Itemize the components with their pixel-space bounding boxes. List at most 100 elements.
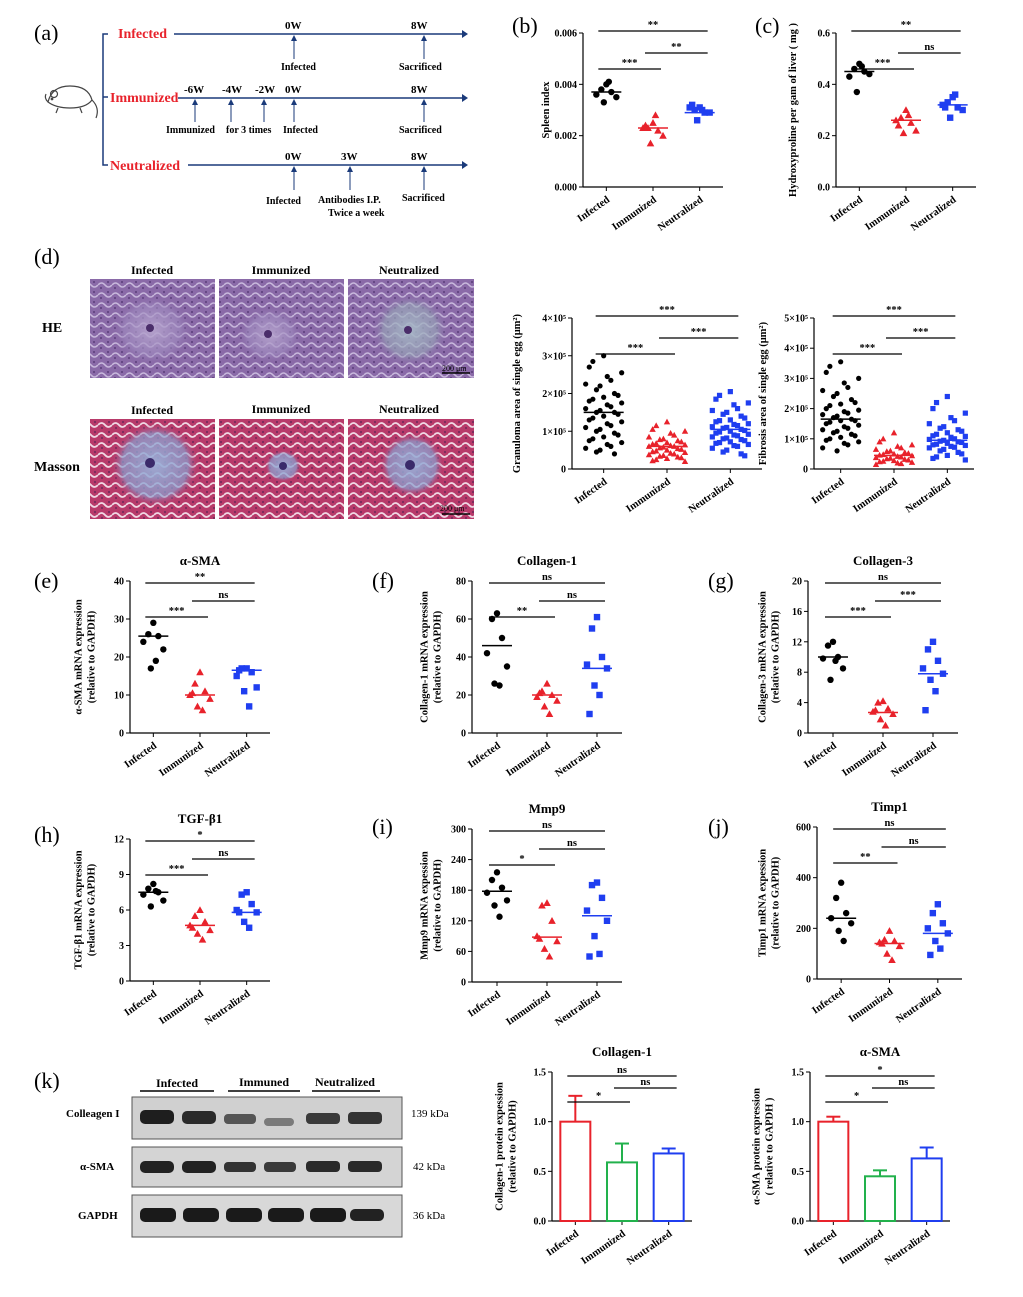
y-tick-label: 300 <box>451 825 466 836</box>
x-tick-label: Immunized <box>840 740 888 779</box>
y-tick-label: 60 <box>456 615 466 626</box>
data-point <box>838 434 844 440</box>
data-point <box>959 428 965 434</box>
data-point <box>160 897 167 904</box>
data-point <box>937 438 943 444</box>
data-point <box>498 634 506 642</box>
lane-group-immuned: Immuned <box>239 1075 289 1089</box>
data-point <box>593 449 600 455</box>
significance-label: ns <box>542 820 552 831</box>
data-point <box>926 445 932 451</box>
chart-f: (f) Collagen-1 0 20 40 60 80 Collagen-1 mRNA ex… <box>372 553 622 780</box>
data-point <box>659 131 667 139</box>
y-axis-label: ( relative to GAPDH ) <box>765 1097 776 1195</box>
y-tick-label: 1.5 <box>792 1068 805 1079</box>
data-point <box>834 448 840 454</box>
significance-label: ns <box>218 848 228 859</box>
data-point <box>738 436 744 443</box>
data-point <box>853 88 861 96</box>
x-tick-label: Infected <box>810 986 847 1016</box>
data-point <box>593 91 600 98</box>
data-point <box>619 400 625 406</box>
data-point <box>840 937 847 945</box>
data-point <box>245 924 253 931</box>
data-point <box>827 676 834 683</box>
panel-b-letter: (b) <box>512 13 538 38</box>
data-point <box>944 440 950 446</box>
data-point <box>820 445 826 451</box>
data-point <box>608 422 614 429</box>
data-point <box>588 881 596 889</box>
y-tick-label: 1×10⁵ <box>784 434 808 445</box>
data-point <box>238 891 245 898</box>
y-axis-label: Collagen-1 protein expession <box>495 1082 506 1211</box>
data-point <box>924 646 932 653</box>
data-point <box>598 894 606 902</box>
note-sacrificed: Sacrificed <box>402 193 445 204</box>
data-point <box>653 447 660 454</box>
data-point <box>663 439 671 446</box>
chart-title: TGF-β1 <box>178 811 222 826</box>
data-point <box>727 389 733 395</box>
note-antibodies: Antibodies I.P. <box>318 195 381 206</box>
y-tick-label: 0 <box>803 465 808 476</box>
data-point <box>905 456 912 463</box>
data-point <box>883 455 890 462</box>
data-point <box>649 448 656 455</box>
x-tick-label: Infected <box>123 988 160 1018</box>
data-point <box>962 442 968 449</box>
histology-he-infected <box>90 279 215 378</box>
x-tick-label: Neutralized <box>625 1228 674 1267</box>
data-point <box>553 937 561 945</box>
significance-label: *** <box>850 606 866 617</box>
chart-kc1: Collagen-1 0.0 0.5 1.0 1.5 Collagen-1 protein… <box>495 1044 692 1268</box>
data-point <box>856 407 862 413</box>
y-axis-label: (relative to GAPDH) <box>508 1100 519 1193</box>
data-point <box>598 653 606 661</box>
data-point <box>933 431 940 437</box>
y-axis-label: (relative to GAPDH) <box>771 610 782 703</box>
data-point <box>600 99 608 106</box>
data-point <box>837 879 845 886</box>
data-point <box>671 431 678 438</box>
data-point <box>734 433 741 439</box>
histology-he-immunized <box>219 279 344 378</box>
data-point <box>583 661 591 668</box>
data-point <box>653 422 660 429</box>
data-point <box>540 945 549 952</box>
y-tick-label: 40 <box>456 653 466 664</box>
y-tick-label: 200 <box>796 924 811 935</box>
data-point <box>243 889 250 896</box>
data-point <box>678 438 685 445</box>
x-tick-label: Infected <box>466 740 503 770</box>
y-tick-label: 20 <box>456 691 466 702</box>
data-point <box>160 646 167 653</box>
data-point <box>674 453 681 460</box>
y-tick-label: 8 <box>797 668 802 679</box>
data-point <box>894 121 903 129</box>
data-point <box>827 402 833 409</box>
data-point <box>933 399 940 406</box>
lane-group-neutralized: Neutralized <box>315 1075 375 1089</box>
x-tick-label: Infected <box>573 476 610 506</box>
data-point <box>503 663 511 670</box>
y-tick-label: 0.000 <box>555 183 578 194</box>
data-point <box>601 434 607 440</box>
data-point <box>889 710 897 718</box>
y-tick-label: 240 <box>451 855 466 866</box>
data-point <box>671 450 678 457</box>
data-point <box>663 418 671 425</box>
data-point <box>876 438 883 445</box>
data-point <box>713 430 719 436</box>
data-point <box>872 461 880 468</box>
significance-label: ns <box>885 818 895 829</box>
data-point <box>884 704 892 712</box>
data-point <box>651 111 660 119</box>
data-point <box>734 443 741 449</box>
significance-label: ** <box>901 20 912 31</box>
data-point <box>727 439 733 445</box>
kda-label: 42 kDa <box>413 1161 445 1173</box>
data-point <box>698 106 706 114</box>
y-tick-label: 600 <box>796 823 811 834</box>
significance-label: *** <box>875 58 891 69</box>
